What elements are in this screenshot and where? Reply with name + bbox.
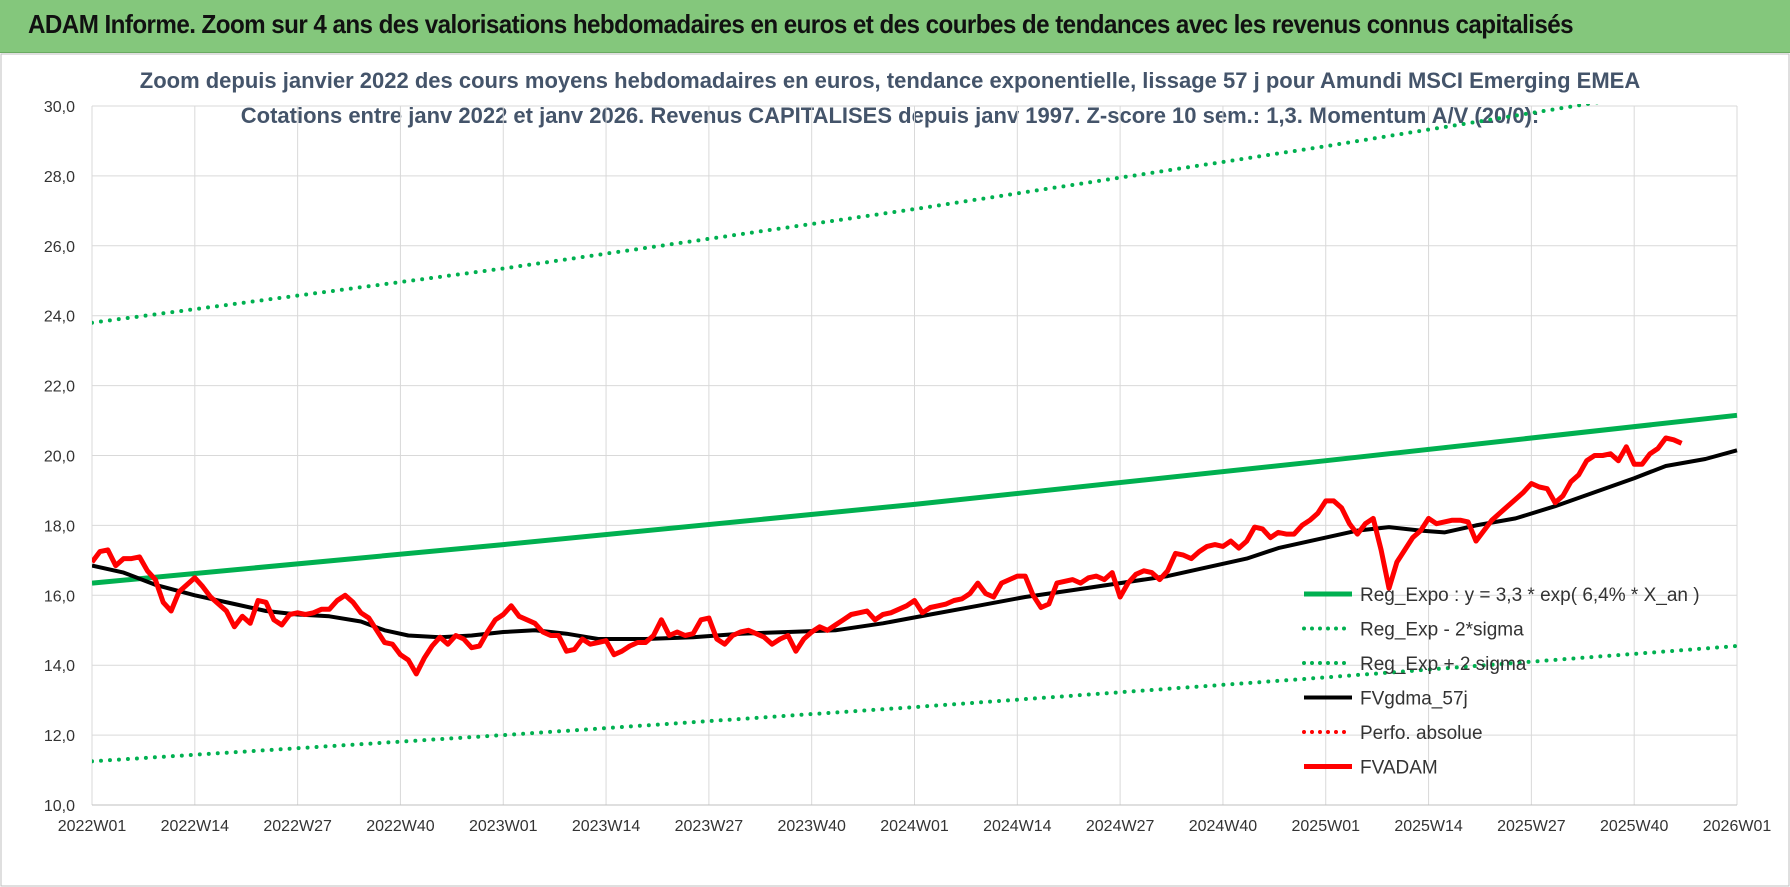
y-tick-label: 16,0 <box>44 588 75 605</box>
legend-label: Perfo. absolue <box>1360 723 1483 744</box>
series-line-fvadam <box>92 435 1683 677</box>
gridlines <box>91 105 1738 806</box>
x-tick-label: 2023W01 <box>469 818 538 835</box>
x-tick-label: 2022W01 <box>58 818 127 835</box>
y-tick-label: 20,0 <box>44 449 75 466</box>
x-tick-label: 2022W14 <box>161 818 230 835</box>
x-axis-ticks: 2022W01 2022W14 2022W27 2022W40 2023W01 2023W… <box>58 818 1772 835</box>
y-tick-label: 14,0 <box>44 658 75 675</box>
legend-label: FVADAM <box>1360 758 1438 779</box>
y-tick-label: 28,0 <box>44 169 75 186</box>
x-tick-label: 2025W27 <box>1497 818 1566 835</box>
chart-title-line-1: Zoom depuis janvier 2022 des cours moyen… <box>140 68 1641 93</box>
series <box>92 104 1739 764</box>
y-tick-label: 30,0 <box>44 99 75 116</box>
x-tick-label: 2024W40 <box>1189 818 1258 835</box>
y-axis-ticks: 10,0 12,0 14,0 16,0 18,0 20,0 22,0 24,0 26,0 28,0… <box>44 99 75 815</box>
header-title: ADAM Informe. Zoom sur 4 ans des valoris… <box>28 9 1574 39</box>
legend-label: Reg_Expo : y = 3,3 * exp( 6,4% * X_an ) <box>1360 585 1700 606</box>
y-tick-label: 10,0 <box>44 798 75 815</box>
y-tick-label: 12,0 <box>44 728 75 745</box>
x-tick-label: 2023W27 <box>675 818 744 835</box>
chart: Zoom depuis janvier 2022 des cours moyen… <box>0 53 1790 887</box>
x-tick-label: 2024W14 <box>983 818 1052 835</box>
y-tick-label: 24,0 <box>44 309 75 326</box>
series-line-fvgdma-57j <box>92 448 1738 641</box>
x-tick-label: 2022W27 <box>263 818 332 835</box>
chart-area <box>0 53 1790 887</box>
legend: Reg_Expo : y = 3,3 * exp( 6,4% * X_an ) R… <box>1302 585 1700 779</box>
legend-label: Reg_Exp + 2 sigma <box>1360 654 1527 675</box>
series-line-reg-exp-2-sigma <box>92 104 1600 325</box>
y-tick-label: 22,0 <box>44 379 75 396</box>
y-tick-label: 18,0 <box>44 518 75 535</box>
x-tick-label: 2024W01 <box>880 818 949 835</box>
y-tick-label: 26,0 <box>44 239 75 256</box>
chart-title-line-2: Cotations entre janv 2022 et janv 2026. … <box>241 103 1539 128</box>
x-tick-label: 2024W27 <box>1086 818 1155 835</box>
x-tick-label: 2023W40 <box>777 818 846 835</box>
legend-label: FVgdma_57j <box>1360 689 1468 710</box>
x-tick-label: 2025W40 <box>1600 818 1669 835</box>
header-banner: ADAM Informe. Zoom sur 4 ans des valoris… <box>0 0 1790 53</box>
series-line-reg-expo-y-3-3-exp-6-4-x-an <box>92 412 1738 586</box>
x-tick-label: 2022W40 <box>366 818 435 835</box>
legend-label: Reg_Exp - 2*sigma <box>1360 620 1524 641</box>
x-tick-label: 2025W01 <box>1292 818 1361 835</box>
x-tick-label: 2026W01 <box>1703 818 1772 835</box>
x-tick-label: 2023W14 <box>572 818 641 835</box>
x-tick-label: 2025W14 <box>1394 818 1463 835</box>
